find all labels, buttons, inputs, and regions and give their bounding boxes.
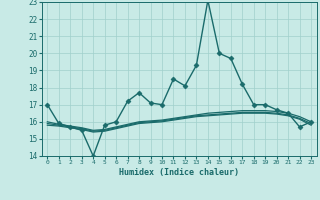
X-axis label: Humidex (Indice chaleur): Humidex (Indice chaleur) bbox=[119, 168, 239, 177]
